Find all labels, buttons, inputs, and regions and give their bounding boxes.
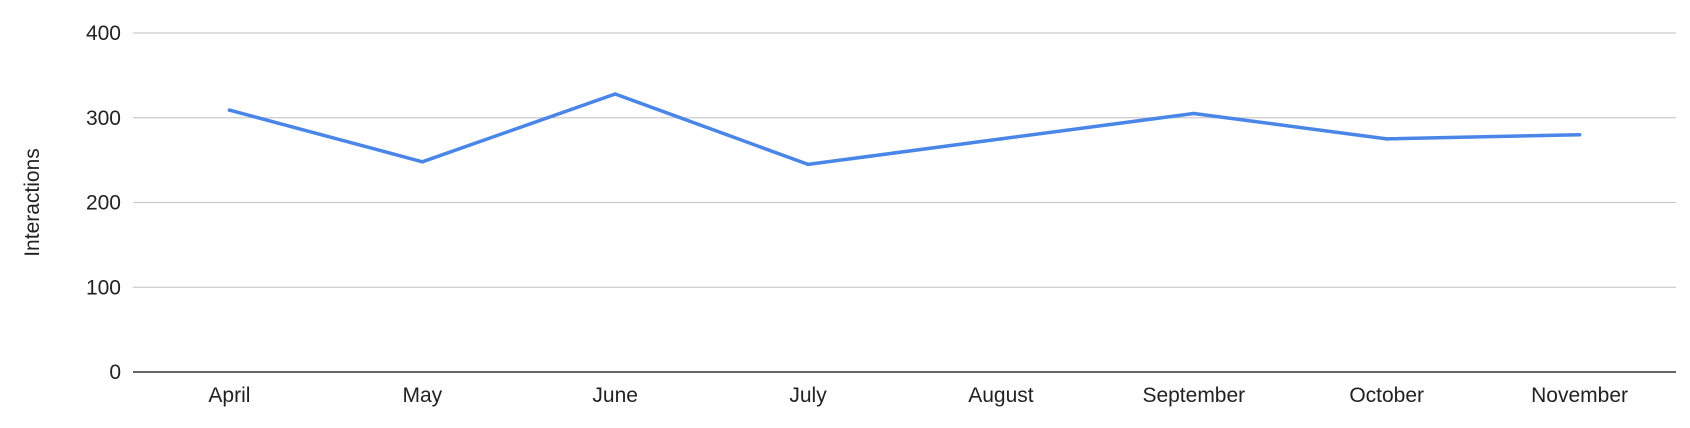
x-tick-label-november: November bbox=[1531, 384, 1628, 407]
y-tick-label: 200 bbox=[86, 192, 121, 215]
data-point-november bbox=[1577, 132, 1582, 137]
data-point-august bbox=[999, 137, 1003, 141]
data-point-july bbox=[806, 162, 810, 167]
data-point-september bbox=[1192, 111, 1196, 116]
y-axis-title: Interactions bbox=[21, 148, 44, 257]
x-tick-label-august: August bbox=[968, 384, 1034, 407]
series bbox=[227, 92, 1582, 167]
series-line-0 bbox=[227, 92, 1582, 167]
y-tick-label: 0 bbox=[109, 361, 121, 384]
y-tick-label: 400 bbox=[86, 22, 121, 45]
x-tick-label-october: October bbox=[1349, 384, 1424, 407]
y-axis-tick-labels: 0 100 200 300 400 bbox=[86, 22, 121, 384]
x-tick-label-may: May bbox=[402, 384, 442, 407]
data-point-april bbox=[227, 108, 232, 112]
x-tick-label-july: July bbox=[789, 384, 827, 407]
data-point-june bbox=[613, 92, 617, 96]
x-tick-label-april: April bbox=[208, 384, 250, 407]
data-point-october bbox=[1384, 137, 1389, 141]
x-axis-tick-labels: April May June July August September October No… bbox=[208, 384, 1628, 407]
data-point-may bbox=[420, 160, 425, 164]
y-tick-label: 300 bbox=[86, 107, 121, 130]
x-tick-label-june: June bbox=[592, 384, 638, 407]
y-tick-label: 100 bbox=[86, 276, 121, 299]
x-tick-label-september: September bbox=[1142, 384, 1245, 407]
gridlines bbox=[133, 32, 1676, 288]
